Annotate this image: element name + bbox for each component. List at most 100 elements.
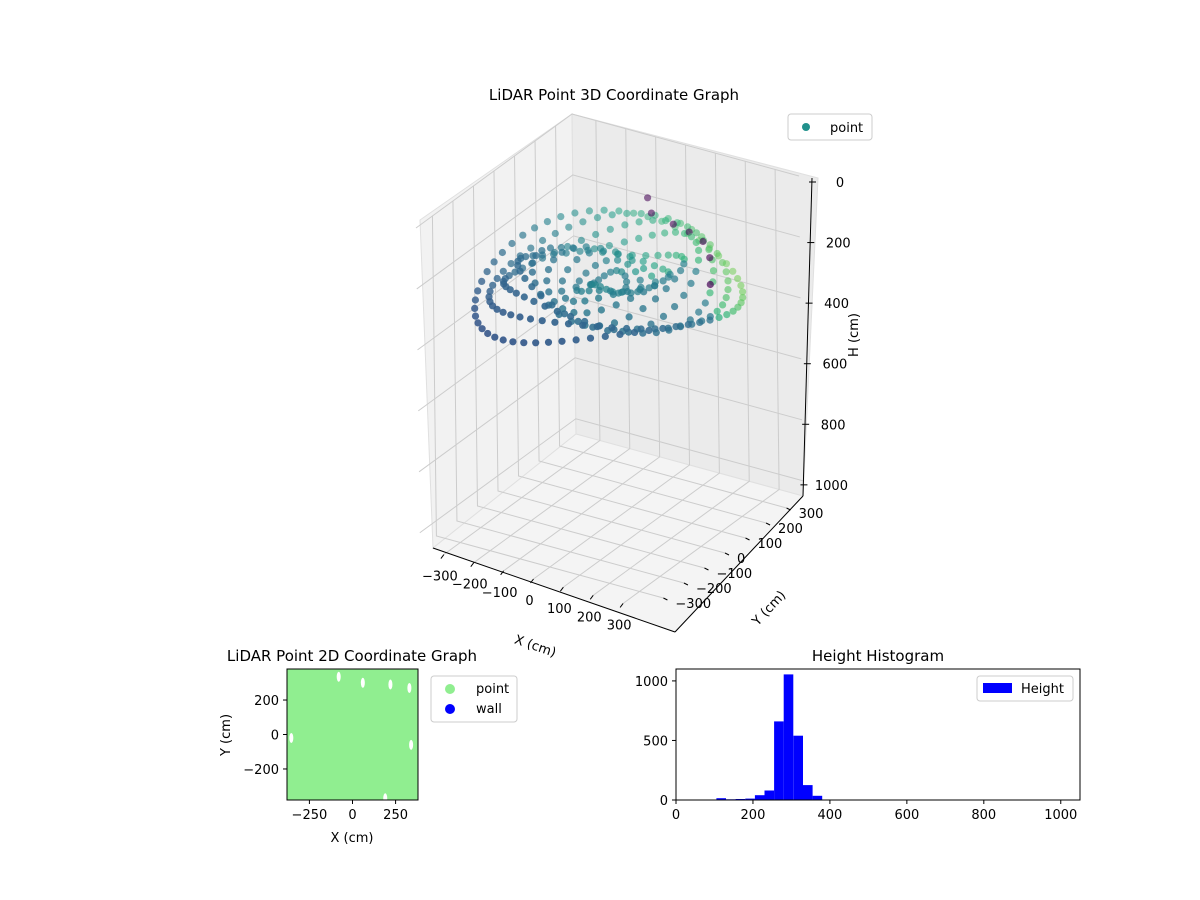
x-tick-label-3d: 200 (577, 610, 602, 625)
x-tick-label-histogram: 1000 (1044, 808, 1077, 823)
legend-2d-wall-label: wall (476, 702, 502, 717)
point-gap-2d (336, 671, 341, 682)
scatter-point-3d (696, 318, 704, 326)
scatter-point-3d (490, 258, 498, 266)
x-tick-label-3d: 100 (547, 602, 572, 617)
scatter-point-3d (706, 280, 714, 289)
chart-3d-title: LiDAR Point 3D Coordinate Graph (489, 86, 739, 104)
scatter-point-3d (499, 267, 507, 275)
scatter-point-3d (593, 323, 601, 331)
scatter-point-3d (640, 288, 648, 296)
scatter-point-3d (486, 287, 494, 295)
histogram-bar (754, 795, 765, 800)
histogram-bar (783, 674, 794, 800)
scatter-point-3d (647, 320, 655, 328)
x-tick-label-histogram: 0 (672, 808, 680, 823)
grid-line-x (443, 120, 601, 555)
scatter-point-3d (701, 299, 709, 307)
scatter-point-3d (591, 261, 600, 270)
ticks-3d: −300−200−1000100200300−300−200−100010020… (422, 176, 851, 633)
histogram-title: Height Histogram (812, 647, 944, 665)
point-gap-2d (383, 793, 388, 804)
x-tick-label-histogram: 400 (817, 808, 842, 823)
scatter-point-3d (582, 243, 590, 251)
y-tick-3d (663, 597, 668, 601)
grid-line-x (622, 169, 780, 604)
y-tick-3d (724, 552, 730, 556)
x-axis-label-3d: X (cm) (512, 633, 558, 661)
legend-histogram-label: Height (1021, 682, 1064, 697)
scatter-point-3d (581, 297, 589, 305)
histogram-bar (745, 798, 755, 800)
y-axis-label-3d: Y (cm) (749, 588, 789, 630)
y-axis-line (674, 495, 804, 633)
scatter-point-3d (506, 286, 514, 294)
scatter-point-3d (631, 328, 639, 336)
scatter-point-3d (637, 325, 645, 333)
scatter-point-3d (624, 260, 632, 268)
scatter-point-3d (692, 229, 701, 237)
x-tick-label-histogram: 200 (741, 808, 766, 823)
scatter-point-3d (478, 277, 486, 285)
point-gap-2d (388, 679, 393, 690)
point-gap-2d (407, 682, 412, 693)
scatter-point-3d (509, 338, 517, 346)
histogram-bar (803, 785, 813, 800)
x-tick-label-2d: 0 (348, 808, 356, 823)
grid-line-y (534, 140, 767, 524)
scatter-point-3d (565, 223, 573, 231)
scatter-point-3d (601, 332, 609, 340)
scatter-point-3d (527, 244, 535, 252)
scatter-point-3d (664, 251, 672, 259)
x-tick-3d (440, 554, 445, 559)
scatter-point-3d (551, 318, 559, 326)
scatter-point-3d (508, 239, 516, 248)
z-tick-label-3d: 200 (826, 237, 851, 252)
scatter-point-3d (664, 324, 672, 332)
scatter-point-3d (669, 220, 677, 228)
scatter-point-3d (602, 257, 610, 265)
y-tick-label-3d: 200 (778, 522, 803, 537)
y-tick-3d (683, 582, 689, 586)
scatter-point-3d (627, 294, 635, 302)
scatter-point-3d (548, 301, 556, 309)
scatter-point-3d (493, 274, 501, 283)
y-tick-label-3d: 100 (758, 537, 783, 552)
x-tick-3d (470, 562, 475, 567)
scatter-point-3d (593, 214, 602, 222)
scatter-point-3d (520, 339, 528, 347)
scatter-point-3d (498, 248, 506, 257)
scatter-point-3d (659, 312, 668, 320)
scatter-point-3d (647, 209, 656, 217)
scatter-point-3d (650, 262, 659, 270)
grid-line-z (419, 418, 803, 534)
z-axis-label-3d: H (cm) (847, 313, 862, 357)
x-tick-label-3d: −200 (452, 578, 488, 593)
scatter-point-3d (687, 279, 695, 287)
scatter-point-3d (558, 277, 567, 285)
point-cloud-fill (287, 669, 418, 800)
scatter-point-3d (541, 302, 549, 310)
x-tick-label-2d: −250 (292, 808, 328, 823)
y-tick-label-2d: 200 (254, 694, 279, 709)
scatter-point-3d (620, 238, 628, 246)
y-tick-3d (745, 537, 750, 541)
scatter-point-3d (608, 324, 616, 332)
point-gap-2d (289, 732, 294, 743)
scatter-point-3d (550, 250, 558, 258)
scatter-point-3d (595, 294, 603, 302)
point-gap-2d (360, 677, 365, 688)
scatter-point-3d (585, 207, 594, 215)
scatter-point-3d (654, 251, 662, 259)
scatter-point-3d (600, 206, 608, 214)
histogram-bar (774, 721, 784, 800)
scatter-point-3d (724, 277, 732, 285)
scatter-point-3d (662, 285, 670, 293)
scatter-point-3d (489, 281, 497, 289)
y-tick-label-3d: −100 (716, 567, 752, 582)
point-gaps-2d (289, 671, 414, 804)
scatter-point-3d (648, 272, 656, 280)
scatter-point-3d (659, 265, 667, 273)
scatter-point-3d (699, 237, 707, 246)
scatter-point-3d (651, 325, 659, 333)
